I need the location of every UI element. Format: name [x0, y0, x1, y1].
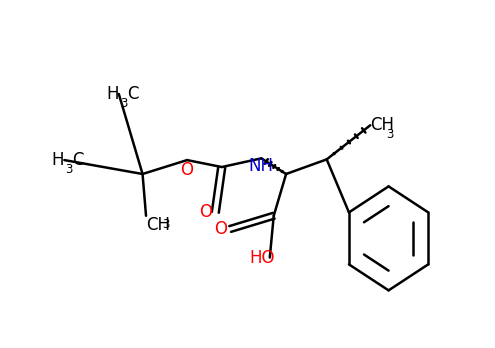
Text: C: C [72, 151, 84, 169]
Text: NH: NH [249, 157, 274, 175]
Text: H: H [52, 151, 64, 169]
Text: CH: CH [370, 116, 394, 134]
Text: O: O [199, 203, 212, 221]
Text: O: O [214, 220, 227, 238]
Text: HO: HO [249, 248, 275, 267]
Text: O: O [181, 161, 194, 179]
Text: H: H [106, 85, 119, 103]
Text: CH: CH [146, 216, 170, 234]
Text: 3: 3 [162, 218, 169, 231]
Text: 3: 3 [120, 97, 127, 110]
Text: 3: 3 [386, 128, 394, 141]
Text: C: C [127, 85, 138, 103]
Text: 3: 3 [65, 163, 73, 176]
